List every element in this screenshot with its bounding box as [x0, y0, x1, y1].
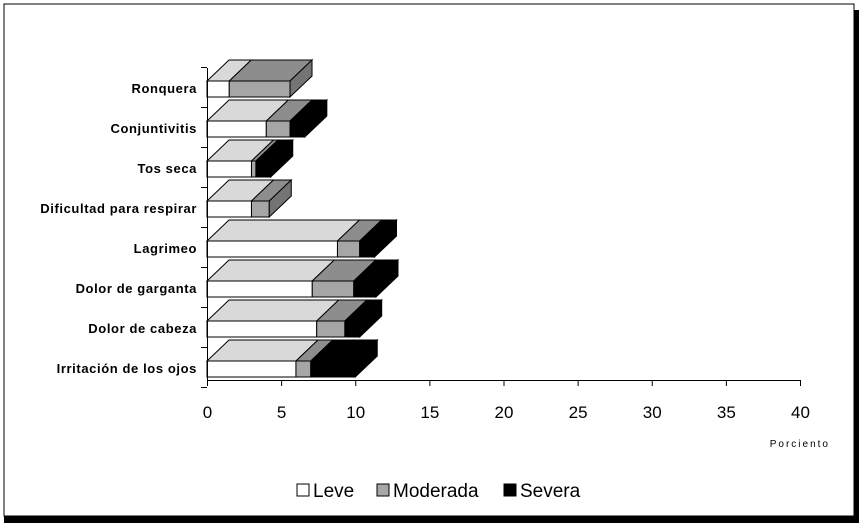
x-tick-label: 10	[346, 403, 365, 422]
chart-shadow-bottom	[4, 516, 859, 523]
legend-swatch-leve	[296, 483, 310, 497]
bar-dolor-de-garganta-severa	[353, 280, 377, 298]
bar-dolor-de-cabeza-leve	[206, 320, 318, 338]
bar-ronquera-leve	[206, 80, 230, 98]
x-axis-title: Porciento	[770, 439, 830, 450]
bar-side-lagrimeo	[374, 218, 398, 259]
bar-top-lagrimeo-leve	[205, 219, 361, 242]
x-tick-label: 30	[643, 403, 662, 422]
category-label-dificultad-para-respirar: Dificultad para respirar	[40, 201, 197, 216]
bar-dificultad-para-respirar-leve	[206, 200, 252, 218]
category-label-ronquera: Ronquera	[132, 81, 198, 96]
bar-group-dolor-de-cabeza	[205, 298, 383, 339]
x-tick-label: 20	[495, 403, 514, 422]
bar-side-dolor-de-garganta	[375, 258, 399, 299]
x-tick-label: 0	[203, 403, 212, 422]
x-axis-ticks: 0 5 10 15 20 25 30 35 40	[203, 380, 810, 422]
legend-label-leve: Leve	[313, 481, 354, 502]
bar-tos-seca-moderada	[250, 160, 257, 178]
bar-group-dolor-de-garganta	[205, 258, 400, 299]
bar-lagrimeo-moderada	[336, 240, 361, 258]
bar-conjuntivitis-moderada	[265, 120, 291, 138]
legend-swatch-moderada	[376, 483, 390, 497]
bar-dolor-de-garganta-leve	[206, 280, 313, 298]
category-labels: Ronquera Conjuntivitis Tos seca Dificultad …	[40, 81, 198, 376]
bar-group-irritacion-de-los-ojos	[205, 338, 379, 379]
chart-border	[3, 3, 855, 517]
x-tick-label: 5	[277, 403, 286, 422]
category-label-dolor-de-cabeza: Dolor de cabeza	[88, 321, 197, 336]
bar-dificultad-para-respirar-moderada	[250, 200, 270, 218]
bar-dolor-de-garganta-moderada	[311, 280, 355, 298]
x-tick-label: 15	[420, 403, 439, 422]
bar-side-conjuntivitis	[304, 98, 328, 139]
bar-group-dificultad-para-respirar	[205, 178, 293, 219]
x-tick-label: 35	[717, 403, 736, 422]
x-tick-label: 40	[791, 403, 810, 422]
category-label-dolor-de-garganta: Dolor de garganta	[76, 281, 198, 296]
bars-layer	[205, 58, 400, 379]
category-label-lagrimeo: Lagrimeo	[134, 241, 197, 256]
bar-side-dolor-de-cabeza	[359, 298, 383, 339]
bar-side-dificultad-para-respirar	[268, 178, 292, 219]
bar-side-irritacion-de-los-ojos	[354, 338, 378, 379]
bar-dolor-de-cabeza-severa	[344, 320, 361, 338]
bar-group-conjuntivitis	[205, 98, 329, 139]
bar-side-ronquera	[289, 58, 313, 99]
bar-tos-seca-severa	[255, 160, 272, 178]
x-tick-label: 25	[569, 403, 588, 422]
legend-swatch-severa	[503, 483, 517, 497]
legend-label-severa: Severa	[520, 481, 581, 502]
bar-side-tos-seca	[270, 138, 294, 179]
legend-label-moderada: Moderada	[393, 481, 479, 502]
chart-shadow-right	[854, 10, 859, 523]
bar-top-dolor-de-cabeza-leve	[205, 299, 340, 322]
category-label-irritacion-de-los-ojos: Irritación de los ojos	[57, 361, 197, 376]
bar-group-lagrimeo	[205, 218, 398, 259]
bar-dolor-de-cabeza-moderada	[316, 320, 346, 338]
bar-tos-seca-leve	[206, 160, 252, 178]
bar-conjuntivitis-severa	[289, 120, 306, 138]
bar-group-ronquera	[205, 58, 314, 99]
bar-irritacion-de-los-ojos-severa	[310, 360, 356, 378]
bar-irritacion-de-los-ojos-moderada	[295, 360, 312, 378]
bar-lagrimeo-severa	[359, 240, 376, 258]
bar-irritacion-de-los-ojos-leve	[206, 360, 297, 378]
y-axis-ticks	[201, 67, 207, 388]
category-label-conjuntivitis: Conjuntivitis	[110, 121, 197, 136]
category-label-tos-seca: Tos seca	[138, 161, 198, 176]
bar-conjuntivitis-leve	[206, 120, 267, 138]
legend: Leve Moderada Severa	[296, 481, 581, 502]
bar-group-tos-seca	[205, 138, 294, 179]
bar-ronquera-moderada	[228, 80, 291, 98]
bar-lagrimeo-leve	[206, 240, 338, 258]
